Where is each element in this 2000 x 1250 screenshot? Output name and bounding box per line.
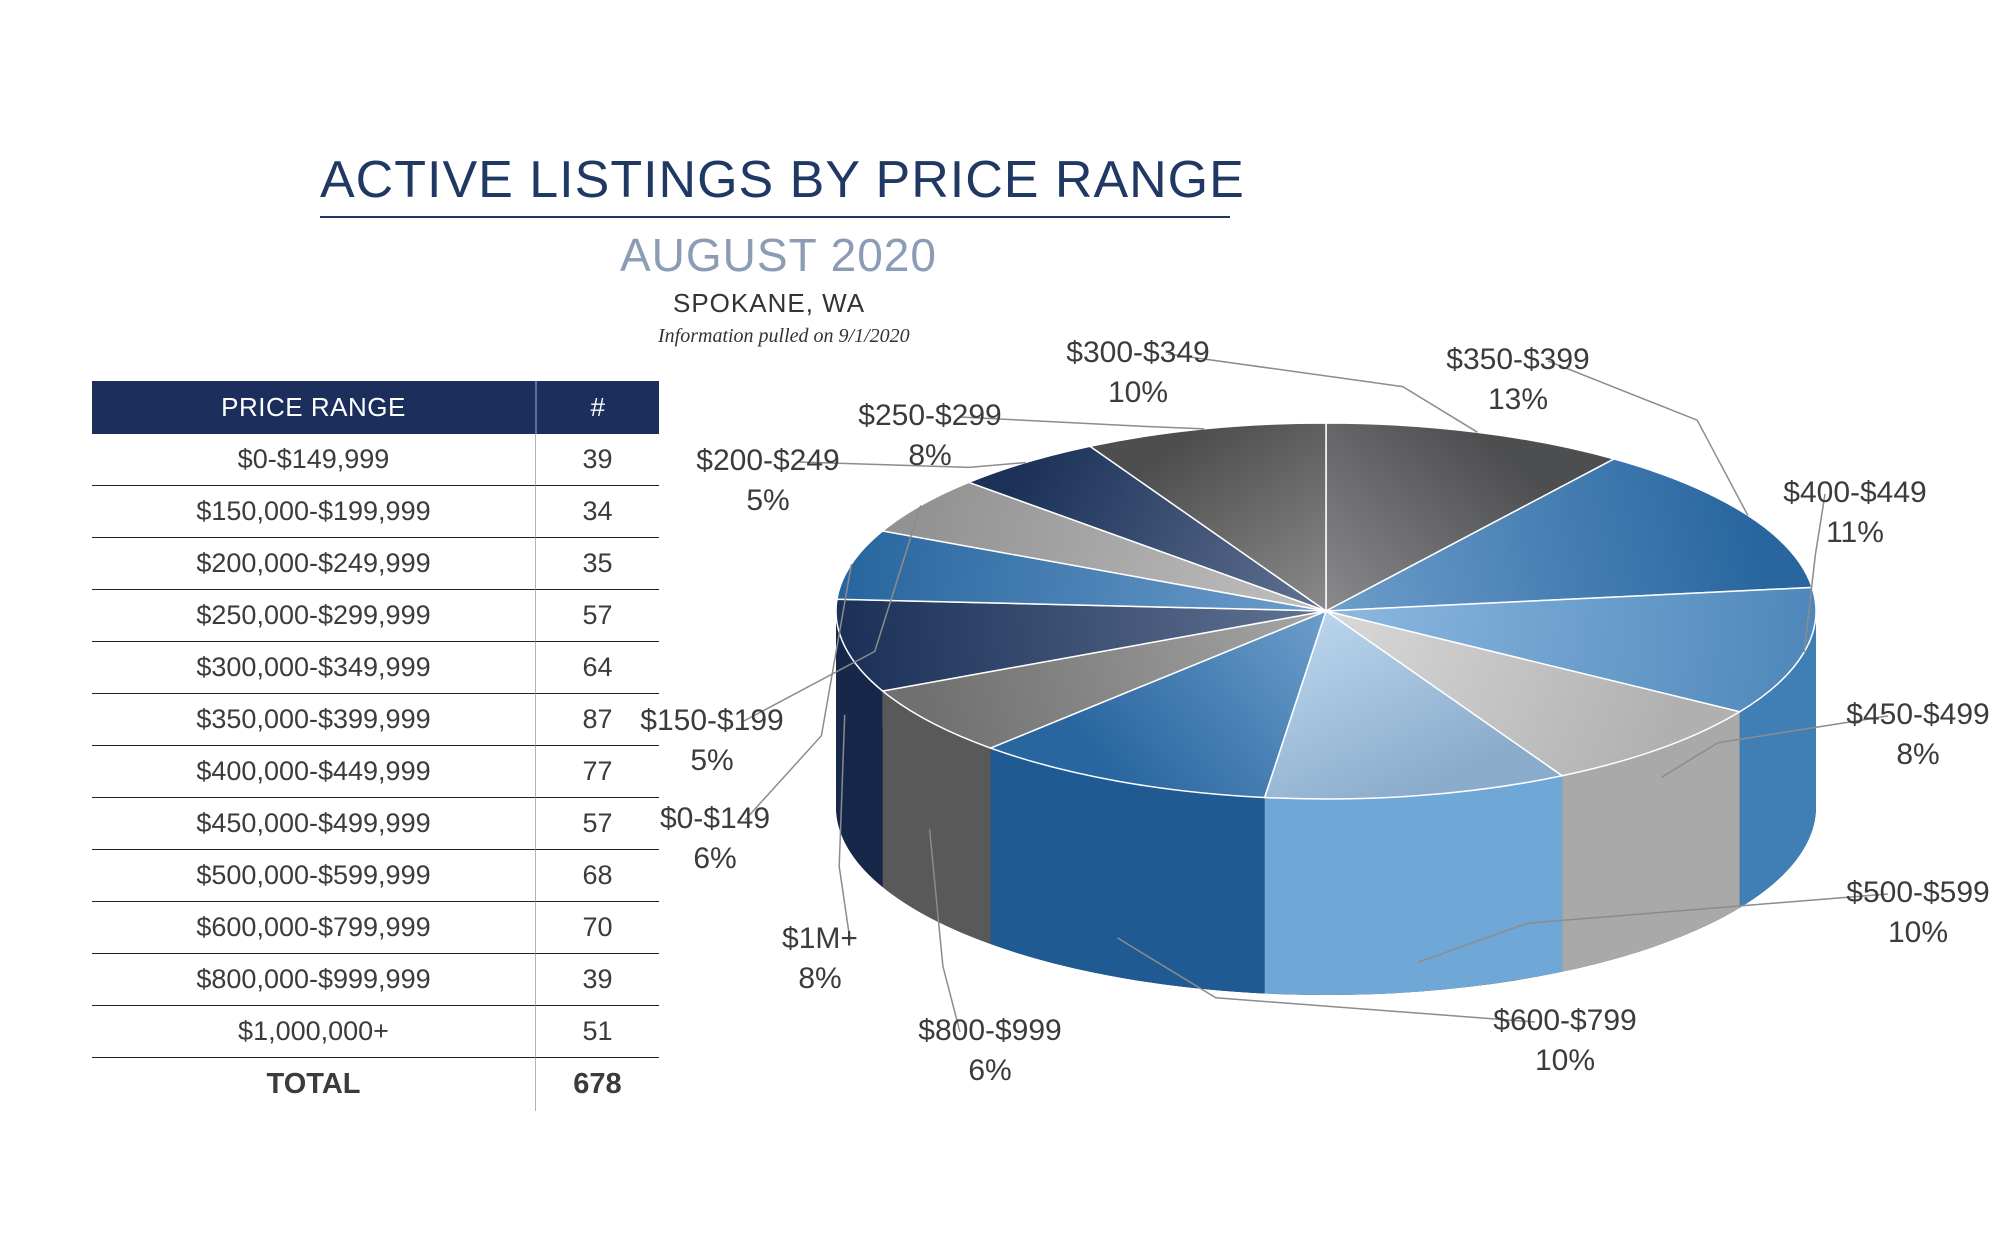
svg-text:$150-$199: $150-$199 (640, 704, 783, 737)
svg-text:10%: 10% (1888, 916, 1948, 949)
svg-text:5%: 5% (690, 744, 733, 777)
svg-text:$200-$249: $200-$249 (696, 444, 839, 477)
svg-text:6%: 6% (968, 1054, 1011, 1087)
svg-text:$600-$799: $600-$799 (1493, 1004, 1636, 1037)
svg-text:$350-$399: $350-$399 (1446, 343, 1589, 376)
svg-text:6%: 6% (693, 842, 736, 875)
svg-text:$400-$449: $400-$449 (1783, 476, 1926, 509)
svg-text:$450-$499: $450-$499 (1846, 698, 1989, 731)
svg-text:$300-$349: $300-$349 (1066, 336, 1209, 369)
svg-text:$800-$999: $800-$999 (918, 1014, 1061, 1047)
svg-text:10%: 10% (1535, 1044, 1595, 1077)
svg-text:8%: 8% (908, 439, 951, 472)
svg-text:8%: 8% (1896, 738, 1939, 771)
svg-text:13%: 13% (1488, 383, 1548, 416)
svg-text:11%: 11% (1826, 516, 1884, 549)
svg-text:10%: 10% (1108, 376, 1168, 409)
svg-text:8%: 8% (798, 962, 841, 995)
svg-text:5%: 5% (746, 484, 789, 517)
svg-text:$0-$149: $0-$149 (660, 802, 770, 835)
svg-text:$1M+: $1M+ (782, 922, 858, 955)
svg-text:$500-$599: $500-$599 (1846, 876, 1989, 909)
svg-text:$250-$299: $250-$299 (858, 399, 1001, 432)
